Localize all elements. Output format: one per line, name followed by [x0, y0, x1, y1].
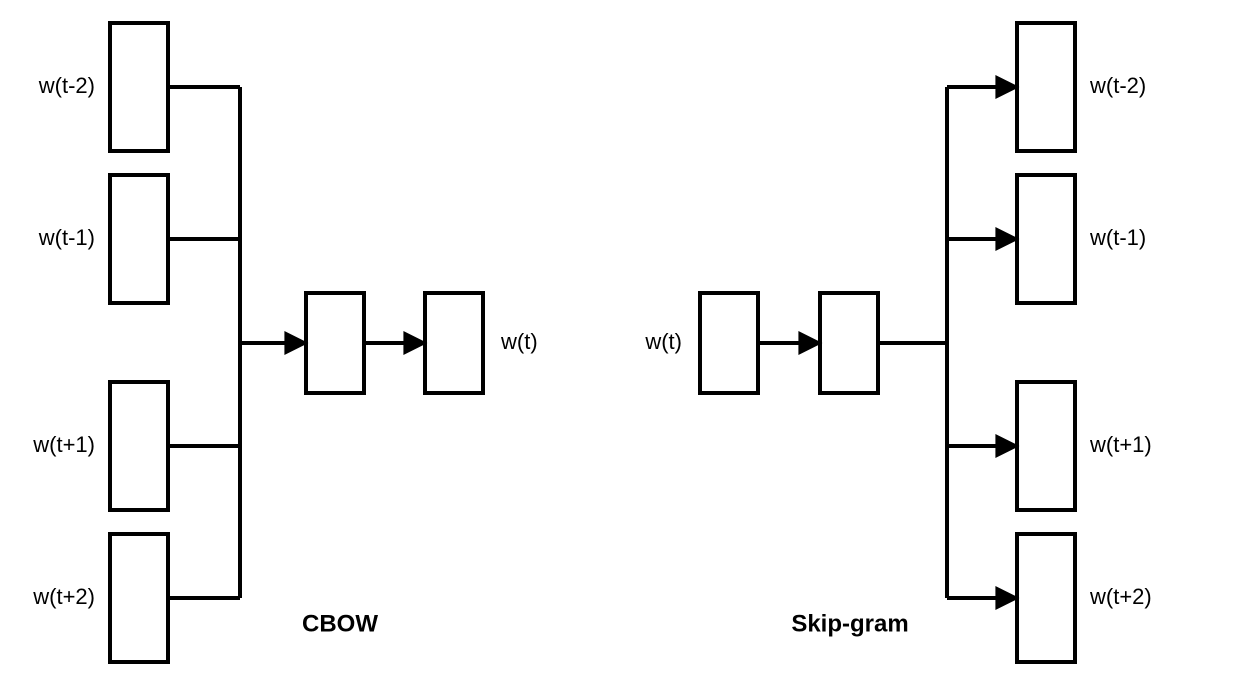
- cbow-input-label: w(t+2): [32, 584, 95, 609]
- skipgram-output-label: w(t+1): [1089, 432, 1152, 457]
- skipgram-output-box: [1017, 534, 1075, 662]
- skipgram-output-box: [1017, 175, 1075, 303]
- skipgram-input-box: [700, 293, 758, 393]
- skipgram-output-label: w(t+2): [1089, 584, 1152, 609]
- cbow-input-box: [110, 175, 168, 303]
- cbow-output-box: [425, 293, 483, 393]
- cbow-input-box: [110, 534, 168, 662]
- cbow-hidden-box: [306, 293, 364, 393]
- cbow-input-box: [110, 23, 168, 151]
- cbow-input-label: w(t-2): [38, 73, 95, 98]
- skipgram-output-label: w(t-2): [1089, 73, 1146, 98]
- cbow-input-label: w(t+1): [32, 432, 95, 457]
- skipgram-output-box: [1017, 23, 1075, 151]
- cbow-input-box: [110, 382, 168, 510]
- skipgram-input-label: w(t): [644, 329, 682, 354]
- skipgram-output-label: w(t-1): [1089, 225, 1146, 250]
- skipgram-output-box: [1017, 382, 1075, 510]
- skipgram-hidden-box: [820, 293, 878, 393]
- cbow-title: CBOW: [302, 610, 378, 637]
- cbow-input-label: w(t-1): [38, 225, 95, 250]
- cbow-output-label: w(t): [500, 329, 538, 354]
- skipgram-title: Skip-gram: [791, 610, 908, 637]
